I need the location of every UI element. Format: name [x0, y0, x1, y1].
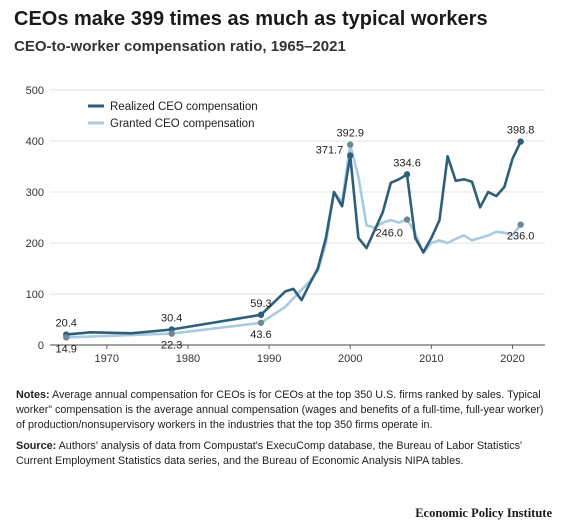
data-label: 371.7 — [316, 144, 344, 156]
y-tick-label: 400 — [26, 136, 44, 148]
source-text: Authors' analysis of data from Compustat… — [16, 440, 523, 467]
legend: Realized CEO compensation Granted CEO com… — [88, 101, 258, 130]
x-tick-label: 2000 — [338, 353, 362, 365]
data-label: 246.0 — [376, 228, 404, 240]
data-point-marker — [347, 152, 354, 159]
chart-subtitle: CEO-to-worker compensation ratio, 1965–2… — [14, 38, 346, 55]
notes-section: Notes: Average annual compensation for C… — [16, 388, 550, 475]
x-tick-label: 1980 — [176, 353, 200, 365]
data-label: 334.6 — [393, 157, 421, 169]
data-label: 59.3 — [250, 298, 271, 310]
data-label: 236.0 — [507, 231, 535, 243]
x-tick-label: 1990 — [257, 353, 281, 365]
notes-paragraph: Notes: Average annual compensation for C… — [16, 388, 550, 433]
source-paragraph: Source: Authors' analysis of data from C… — [16, 439, 550, 469]
data-label: 43.6 — [250, 329, 271, 341]
chart-title: CEOs make 399 times as much as typical w… — [14, 8, 488, 30]
publisher-logo: Economic Policy Institute — [415, 506, 552, 520]
line-chart: 0 100 200 300 400 500 1970 1980 1990 2000 2010 2020… — [26, 85, 545, 365]
x-tick-label: 1970 — [95, 353, 119, 365]
data-point-marker — [403, 216, 411, 223]
legend-label: Realized CEO compensation — [110, 101, 258, 113]
source-label: Source: — [16, 440, 57, 452]
data-point-marker — [403, 171, 411, 178]
y-tick-label: 100 — [26, 289, 44, 301]
x-tick-label: 2010 — [419, 353, 443, 365]
data-point-marker — [517, 221, 524, 228]
x-tick-label: 2020 — [500, 353, 524, 365]
notes-text: Average annual compensation for CEOs is … — [16, 389, 544, 431]
data-label: 30.4 — [161, 312, 182, 324]
y-tick-label: 0 — [38, 340, 44, 352]
data-point-marker — [517, 138, 524, 145]
data-point-marker — [63, 334, 70, 341]
data-point-marker — [257, 319, 265, 326]
legend-label: Granted CEO compensation — [110, 118, 254, 130]
data-label: 392.9 — [336, 128, 364, 140]
y-tick-label: 300 — [26, 187, 44, 199]
notes-label: Notes: — [16, 389, 50, 401]
y-tick-label: 200 — [26, 238, 44, 250]
data-label: 22.3 — [161, 340, 182, 352]
data-label: 20.4 — [56, 318, 77, 330]
data-label: 14.9 — [56, 343, 77, 355]
data-point-marker — [347, 141, 354, 148]
data-point-marker — [168, 330, 175, 337]
data-point-marker — [257, 311, 265, 318]
realized-series-line — [64, 140, 523, 336]
data-label: 398.8 — [507, 125, 535, 137]
y-tick-label: 500 — [26, 85, 44, 97]
